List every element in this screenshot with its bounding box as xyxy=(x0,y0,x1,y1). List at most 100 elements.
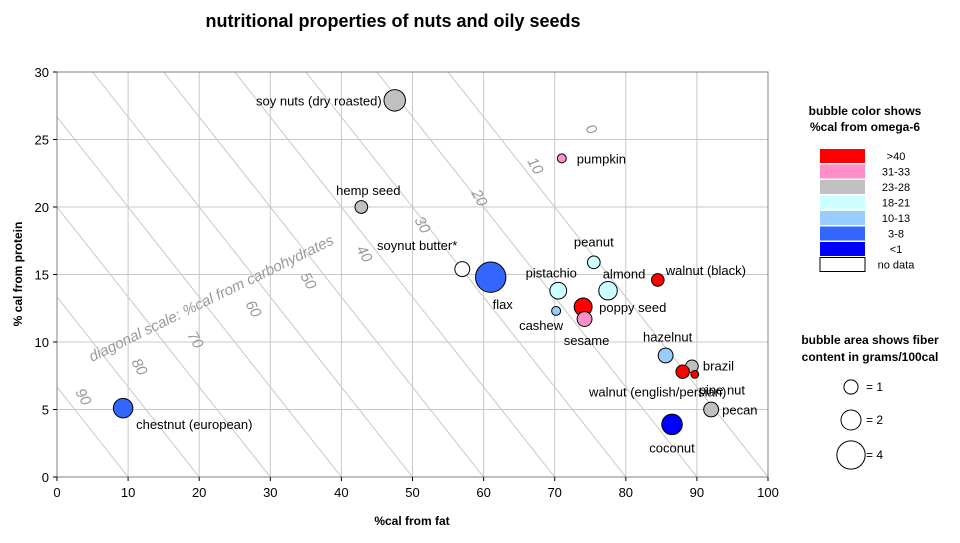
x-axis-title: %cal from fat xyxy=(374,514,449,528)
y-tick-label: 10 xyxy=(35,335,49,350)
legend-swatch xyxy=(820,164,865,179)
x-tick-label: 50 xyxy=(405,485,419,500)
carb-isoline xyxy=(57,116,342,477)
x-tick-label: 90 xyxy=(690,485,704,500)
carb-isoline xyxy=(92,72,413,477)
legend-size-label: = 4 xyxy=(866,448,883,462)
legend-swatch xyxy=(820,211,865,225)
legend-size-label: = 1 xyxy=(866,380,883,394)
y-tick-label: 20 xyxy=(35,200,49,215)
carb-isoline xyxy=(376,72,698,477)
bubble xyxy=(661,413,683,436)
bubble xyxy=(354,200,369,214)
y-axis-title: % cal from protein xyxy=(11,222,25,327)
bubble-label: pecan xyxy=(722,403,757,418)
legend-size-bubble xyxy=(840,409,862,431)
diagonal-scale-tick: 20 xyxy=(467,186,491,210)
legend: bubble color shows %cal from omega-6 >40… xyxy=(801,104,939,470)
bubble-label: pistachio xyxy=(526,266,577,281)
x-tick-label: 20 xyxy=(192,485,206,500)
bubble-label: soy nuts (dry roasted) xyxy=(256,93,382,108)
bubble-label: hazelnut xyxy=(643,330,693,345)
carb-isoline xyxy=(57,386,129,477)
bubble-label: hemp seed xyxy=(336,183,400,198)
legend-swatch xyxy=(820,180,865,194)
bubble-label: pine nut xyxy=(699,382,746,397)
bubble-label: sesame xyxy=(564,333,610,348)
bubble xyxy=(112,397,134,419)
bubble xyxy=(657,347,674,364)
legend-swatch xyxy=(820,226,865,241)
x-tick-label: 80 xyxy=(619,485,633,500)
y-axis: 0 5 10 15 20 25 30 xyxy=(35,65,57,485)
x-tick-label: 100 xyxy=(757,485,779,500)
bubble-label: almond xyxy=(603,267,646,282)
bubble xyxy=(383,89,406,112)
diagonal-scale-tick: 80 xyxy=(128,356,151,380)
bubbles: soy nuts (dry roasted) pumpkin hemp seed so… xyxy=(112,89,758,455)
diagonal-scale-tick: 50 xyxy=(297,270,320,294)
bubble-label: peanut xyxy=(574,234,614,249)
y-tick-label: 5 xyxy=(42,403,49,418)
y-tick-label: 25 xyxy=(35,133,49,148)
legend-swatch xyxy=(820,149,865,163)
bubble-label: flax xyxy=(493,297,514,312)
carb-isoline xyxy=(163,72,484,477)
legend-size-key: = 1 = 2 = 4 xyxy=(836,379,883,470)
legend-swatch-label: 18-21 xyxy=(882,198,910,210)
legend-color-swatches: >40 31-33 23-28 18-21 10-13 3-8 <1 no data xyxy=(819,149,916,272)
diagonal-scale-tick: 40 xyxy=(353,243,376,267)
bubble xyxy=(703,401,720,418)
diagonal-scale-tick: 10 xyxy=(524,155,547,179)
carb-isoline xyxy=(57,296,200,477)
carb-isoline xyxy=(57,206,271,477)
bubble xyxy=(454,261,471,278)
bubble xyxy=(598,280,618,301)
diagonal-scale-tick: 60 xyxy=(242,298,265,322)
legend-swatch-label: 3-8 xyxy=(888,229,904,241)
bubble xyxy=(551,305,562,316)
bubble xyxy=(650,273,665,287)
x-axis: 0 10 20 30 40 50 60 70 80 90 100 xyxy=(53,477,779,500)
bubble-label: cashew xyxy=(519,318,564,333)
legend-swatch-label: <1 xyxy=(890,244,903,256)
bubble xyxy=(586,255,601,270)
x-tick-label: 0 xyxy=(53,485,60,500)
bubble xyxy=(675,364,690,379)
legend-color-title-1: bubble color shows xyxy=(809,104,922,118)
x-tick-label: 40 xyxy=(334,485,348,500)
diagonal-scale-tick: 90 xyxy=(72,386,95,410)
bubble-label: chestnut (european) xyxy=(136,417,252,432)
legend-size-bubble xyxy=(836,440,866,470)
x-tick-label: 10 xyxy=(121,485,135,500)
y-tick-label: 0 xyxy=(42,470,49,485)
bubble xyxy=(549,281,568,300)
diagonal-scale-tick: 30 xyxy=(411,214,434,238)
bubble-label: walnut (black) xyxy=(665,263,746,278)
bubble xyxy=(576,311,593,327)
legend-swatch xyxy=(819,257,866,272)
bubble xyxy=(690,370,700,379)
legend-size-title-1: bubble area shows fiber xyxy=(801,333,939,347)
legend-size-label: = 2 xyxy=(866,413,883,427)
diagonal-scale-tick: 70 xyxy=(184,329,207,353)
legend-swatch-label: 23-28 xyxy=(882,182,910,194)
legend-size-bubble xyxy=(843,379,859,395)
bubble-label: coconut xyxy=(649,440,695,455)
carb-isoline xyxy=(234,72,556,477)
x-tick-label: 30 xyxy=(263,485,277,500)
bubble-label: pumpkin xyxy=(577,151,626,166)
bubble-label: brazil xyxy=(703,358,734,373)
legend-swatch-label: no data xyxy=(878,260,916,272)
chart-title: nutritional properties of nuts and oily … xyxy=(205,11,580,31)
bubble xyxy=(556,153,567,164)
y-tick-label: 30 xyxy=(35,65,49,80)
legend-size-title-2: content in grams/100cal xyxy=(802,350,939,364)
legend-swatch-label: 10-13 xyxy=(882,213,910,225)
bubble-label: walnut (english/persian) xyxy=(588,385,726,400)
legend-swatch-label: 31-33 xyxy=(882,167,910,179)
legend-color-title-2: %cal from omega-6 xyxy=(810,120,920,134)
bubble-label: soynut butter* xyxy=(377,238,457,253)
